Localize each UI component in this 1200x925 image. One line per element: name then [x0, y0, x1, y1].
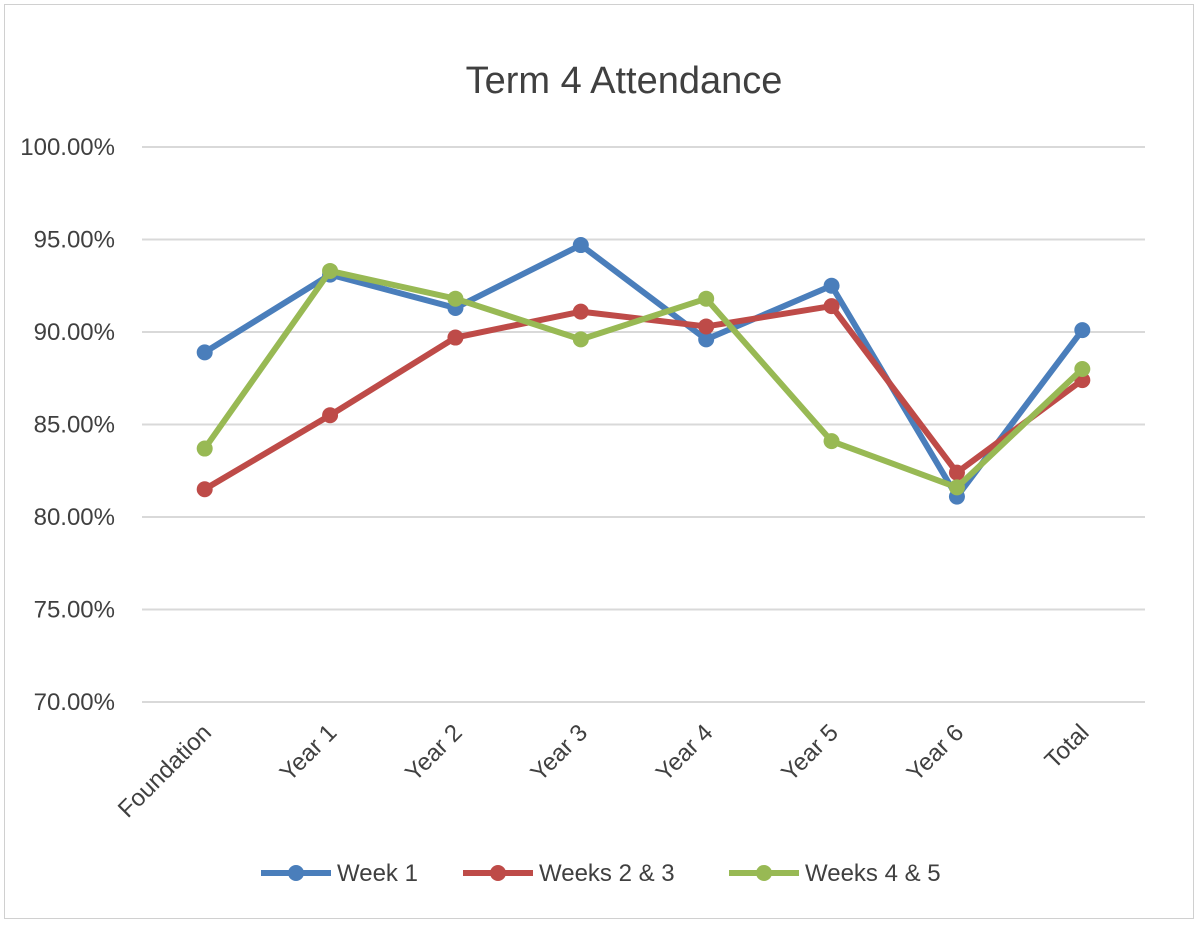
data-point [322, 262, 339, 279]
data-point [823, 277, 840, 294]
y-tick-label: 95.00% [34, 227, 115, 254]
data-point [447, 329, 464, 346]
x-tick-label: Foundation [113, 719, 217, 823]
chart-frame: Term 4 Attendance 70.00% 75.00% 80.00% 85.0… [4, 4, 1194, 919]
x-axis-tick-labels: Foundation Year 1 Year 2 Year 3 Year 4 Year 5… [113, 719, 1095, 823]
data-point [196, 344, 213, 361]
data-point [196, 481, 213, 498]
legend-marker [288, 865, 304, 881]
data-point [322, 407, 339, 424]
data-point [572, 331, 589, 348]
data-point [698, 331, 715, 348]
x-tick-label: Year 1 [275, 719, 343, 787]
y-axis-tick-labels: 70.00% 75.00% 80.00% 85.00% 90.00% 95.00% 100.… [20, 134, 115, 716]
data-point [196, 440, 213, 457]
data-point [1074, 361, 1091, 377]
x-tick-label: Year 2 [400, 719, 468, 787]
y-tick-label: 100.00% [20, 134, 115, 161]
data-point [823, 298, 840, 315]
series-3 [196, 262, 1091, 496]
y-tick-label: 75.00% [34, 597, 115, 624]
data-point [572, 237, 589, 254]
series-2 [196, 298, 1091, 498]
x-tick-label: Year 4 [651, 719, 719, 787]
y-tick-label: 85.00% [34, 412, 115, 439]
legend-label: Weeks 4 & 5 [805, 860, 941, 887]
legend-item: Week 1 [261, 860, 418, 887]
y-tick-label: 90.00% [34, 319, 115, 346]
series-layer [196, 237, 1091, 505]
x-tick-label: Total [1040, 719, 1095, 774]
series-line [201, 267, 1086, 491]
data-point [447, 290, 464, 307]
legend: Week 1 Weeks 2 & 3 Weeks 4 & 5 [261, 860, 941, 887]
data-point [948, 479, 965, 496]
y-tick-label: 70.00% [34, 689, 115, 716]
data-point [698, 318, 715, 335]
series-line [201, 242, 1086, 500]
legend-marker [756, 865, 772, 881]
series-line [201, 303, 1086, 493]
data-point [1074, 322, 1091, 339]
data-point [698, 290, 715, 307]
x-tick-label: Year 6 [902, 719, 970, 787]
data-point [572, 303, 589, 320]
chart-title: Term 4 Attendance [466, 60, 783, 102]
legend-item: Weeks 4 & 5 [729, 860, 941, 887]
line-chart: Term 4 Attendance 70.00% 75.00% 80.00% 85.0… [20, 60, 1145, 887]
x-tick-label: Year 3 [526, 719, 594, 787]
y-tick-label: 80.00% [34, 504, 115, 531]
data-point [823, 433, 840, 450]
x-tick-label: Year 5 [776, 719, 844, 787]
gridlines [142, 146, 1145, 703]
legend-label: Weeks 2 & 3 [539, 860, 675, 887]
legend-label: Week 1 [337, 860, 418, 887]
legend-item: Weeks 2 & 3 [463, 860, 675, 887]
data-point [948, 464, 965, 481]
legend-marker [490, 865, 506, 881]
